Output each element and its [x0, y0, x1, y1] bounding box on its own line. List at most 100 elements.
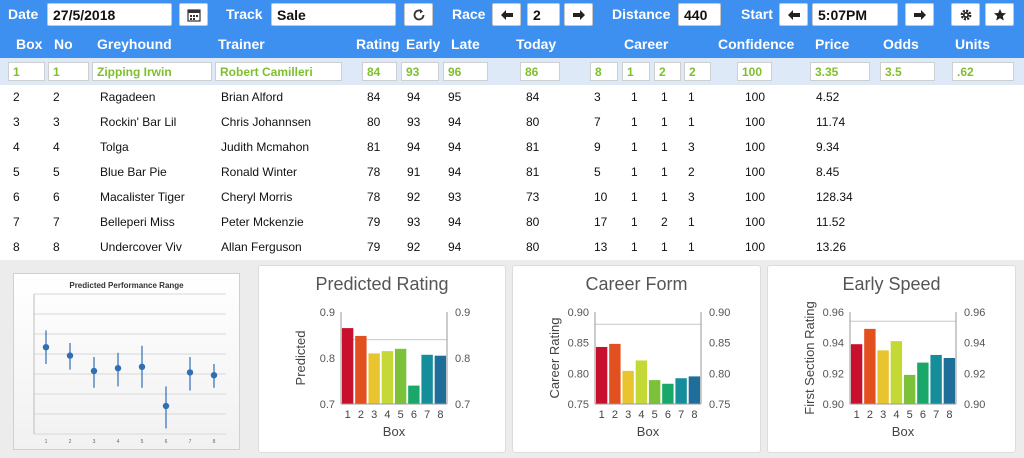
- selected-units[interactable]: .62: [952, 62, 1014, 81]
- calendar-icon: [186, 8, 201, 22]
- x-tick-label: 5: [652, 409, 658, 421]
- selected-row[interactable]: 1 1 Zipping Irwin Robert Camilleri 84 93…: [0, 58, 1024, 85]
- race-label: Race: [452, 6, 486, 22]
- selected-early[interactable]: 93: [401, 62, 439, 81]
- selected-no[interactable]: 1: [48, 62, 89, 81]
- column-header-units[interactable]: Units: [955, 36, 990, 52]
- refresh-button[interactable]: [404, 3, 433, 26]
- x-tick-label: 4: [638, 409, 644, 421]
- cell-price: 128.34: [816, 190, 853, 204]
- column-header-rating[interactable]: Rating: [356, 36, 400, 52]
- start-prev-button[interactable]: [779, 3, 808, 26]
- cell-today: 80: [526, 115, 540, 129]
- cell-today: 84: [526, 90, 540, 104]
- performance-range-title: Predicted Performance Range: [69, 281, 184, 290]
- bar: [609, 343, 621, 404]
- race-next-button[interactable]: [564, 3, 593, 26]
- race-field[interactable]: 2: [527, 3, 560, 26]
- bar: [943, 358, 956, 404]
- x-tick-label: 8: [946, 409, 952, 421]
- selected-late[interactable]: 96: [443, 62, 488, 81]
- selected-greyhound[interactable]: Zipping Irwin: [92, 62, 212, 81]
- date-label: Date: [8, 6, 39, 22]
- column-header-confidence[interactable]: Confidence: [718, 36, 795, 52]
- x-tick-label: 6: [165, 439, 168, 445]
- selected-box[interactable]: 1: [8, 62, 45, 81]
- table-row[interactable]: 7 7 Belleperi Miss Peter Mckenzie 79 93 …: [0, 210, 1024, 235]
- cell-career-seconds: 1: [661, 140, 668, 154]
- data-point: [114, 365, 122, 372]
- table-row[interactable]: 3 3 Rockin' Bar Lil Chris Johannsen 80 9…: [0, 110, 1024, 135]
- x-tick-label: 4: [384, 409, 390, 421]
- selected-career-thirds[interactable]: 2: [684, 62, 711, 81]
- predicted-rating-title: Predicted Rating: [315, 274, 449, 294]
- selected-confidence[interactable]: 100: [737, 62, 772, 81]
- x-tick-label: 1: [345, 409, 351, 421]
- cell-rating: 79: [367, 240, 381, 254]
- column-header-odds[interactable]: Odds: [883, 36, 919, 52]
- y-tick-label-right: 0.94: [964, 338, 985, 350]
- table-row[interactable]: 2 2 Ragadeen Brian Alford 84 94 95 84 3 …: [0, 85, 1024, 110]
- x-tick-label: 3: [371, 409, 377, 421]
- bar: [355, 335, 367, 404]
- y-tick-label-left: 0.75: [568, 399, 589, 411]
- cell-confidence: 100: [745, 190, 766, 204]
- bar: [930, 354, 942, 404]
- cell-confidence: 100: [745, 90, 766, 104]
- bar: [917, 362, 929, 404]
- x-tick-label: 7: [424, 409, 430, 421]
- selected-career-seconds[interactable]: 2: [654, 62, 681, 81]
- selected-price[interactable]: 3.35: [810, 62, 870, 81]
- cell-trainer: Allan Ferguson: [221, 240, 302, 254]
- selected-rating[interactable]: 84: [362, 62, 397, 81]
- bar: [595, 346, 608, 404]
- cell-box: 6: [13, 190, 20, 204]
- selected-odds[interactable]: 3.5: [880, 62, 935, 81]
- cell-career-thirds: 3: [688, 190, 695, 204]
- cell-box: 7: [13, 215, 20, 229]
- cell-price: 4.52: [816, 90, 840, 104]
- table-row[interactable]: 6 6 Macalister Tiger Cheryl Morris 78 92…: [0, 185, 1024, 210]
- bar: [890, 341, 903, 404]
- cell-today: 80: [526, 240, 540, 254]
- column-header-today[interactable]: Today: [516, 36, 557, 52]
- data-point: [66, 352, 74, 359]
- y-tick-label-left: 0.90: [823, 399, 844, 411]
- selected-trainer[interactable]: Robert Camilleri: [215, 62, 342, 81]
- date-field[interactable]: 27/5/2018: [47, 3, 172, 26]
- column-header-career[interactable]: Career: [624, 36, 669, 52]
- career-form-title: Career Form: [585, 274, 688, 294]
- cell-career-wins: 1: [631, 90, 638, 104]
- column-header-early[interactable]: Early: [406, 36, 441, 52]
- cell-greyhound: Belleperi Miss: [100, 215, 175, 229]
- favorite-button[interactable]: [985, 3, 1014, 26]
- y-axis-title: Career Rating: [547, 318, 562, 399]
- calendar-button[interactable]: [179, 3, 208, 26]
- selected-today[interactable]: 86: [520, 62, 560, 81]
- cell-price: 11.52: [816, 215, 846, 229]
- y-tick-label-left: 0.80: [568, 368, 589, 380]
- start-time-field[interactable]: 5:07PM: [812, 3, 898, 26]
- x-tick-label: 2: [69, 439, 72, 445]
- track-field[interactable]: Sale: [271, 3, 396, 26]
- race-prev-button[interactable]: [492, 3, 521, 26]
- bar: [368, 353, 380, 404]
- column-header-no[interactable]: No: [54, 36, 73, 52]
- column-header-box[interactable]: Box: [16, 36, 43, 52]
- settings-button[interactable]: [951, 3, 980, 26]
- cell-career-wins: 1: [631, 240, 638, 254]
- table-row[interactable]: 5 5 Blue Bar Pie Ronald Winter 78 91 94 …: [0, 160, 1024, 185]
- distance-field[interactable]: 440: [678, 3, 721, 26]
- table-row[interactable]: 8 8 Undercover Viv Allan Ferguson 79 92 …: [0, 235, 1024, 260]
- column-header-price[interactable]: Price: [815, 36, 850, 52]
- cell-career-thirds: 1: [688, 90, 695, 104]
- start-next-button[interactable]: [905, 3, 934, 26]
- table-row[interactable]: 4 4 Tolga Judith Mcmahon 81 94 94 81 9 1…: [0, 135, 1024, 160]
- selected-career-wins[interactable]: 1: [622, 62, 650, 81]
- column-header-trainer[interactable]: Trainer: [218, 36, 265, 52]
- bar: [688, 376, 701, 404]
- column-header-late[interactable]: Late: [451, 36, 480, 52]
- column-header-greyhound[interactable]: Greyhound: [97, 36, 172, 52]
- selected-career-starts[interactable]: 8: [590, 62, 618, 81]
- cell-greyhound: Blue Bar Pie: [100, 165, 167, 179]
